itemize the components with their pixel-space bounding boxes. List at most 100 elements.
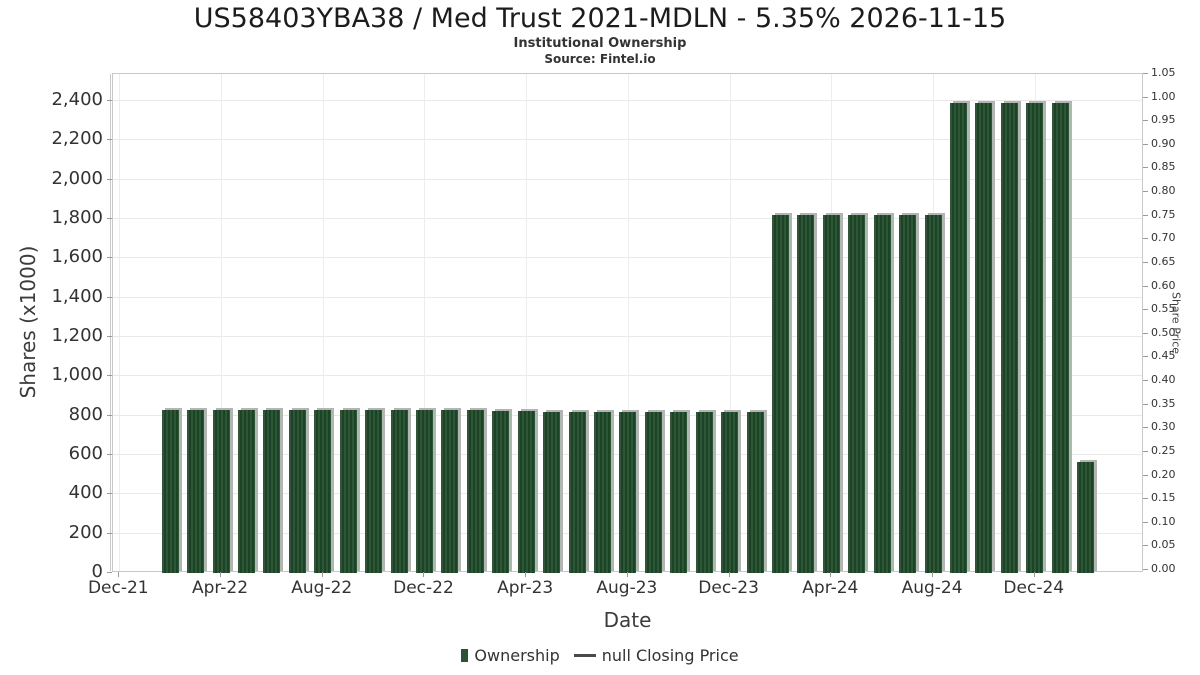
y-right-tick-label: 0.35 xyxy=(1151,396,1176,410)
y-right-tick-label: 0.80 xyxy=(1151,184,1176,198)
bar xyxy=(644,411,662,573)
bar xyxy=(568,411,586,573)
x-tick-mark xyxy=(1033,572,1035,577)
bar xyxy=(492,410,510,573)
y-left-tick-mark xyxy=(107,375,112,377)
legend-dash-marker-icon xyxy=(573,654,596,657)
x-tick-label: Apr-24 xyxy=(802,578,859,598)
bar xyxy=(619,411,637,573)
y-left-tick-mark xyxy=(107,100,112,101)
grid-line-h xyxy=(113,178,1142,180)
x-tick-mark xyxy=(525,572,527,577)
y-right-tick-mark xyxy=(1143,238,1148,240)
bar xyxy=(441,410,459,573)
bar xyxy=(873,215,891,573)
y-right-tick-label: 0.85 xyxy=(1151,160,1176,174)
bar xyxy=(593,411,611,573)
bar xyxy=(1000,102,1018,573)
x-tick-mark xyxy=(830,572,832,577)
bar xyxy=(670,411,688,573)
y-left-tick-label: 2,000 xyxy=(51,167,103,189)
bar xyxy=(314,410,332,573)
chart-subtitle: Institutional Ownership xyxy=(513,36,687,51)
legend-item-null-closing-price[interactable]: null Closing Price xyxy=(573,646,739,665)
y-left-tick-mark xyxy=(107,572,112,573)
bar xyxy=(975,102,993,573)
y-right-tick-label: 0.65 xyxy=(1151,254,1176,268)
y-left-tick-label: 1,000 xyxy=(51,364,103,386)
y-right-tick-label: 1.00 xyxy=(1151,89,1176,103)
x-tick-label: Aug-22 xyxy=(291,578,353,598)
bar xyxy=(797,215,815,573)
bar xyxy=(187,410,205,573)
y-right-tick-mark xyxy=(1143,73,1148,74)
y-left-tick-mark xyxy=(107,178,112,180)
y-right-tick-label: 0.90 xyxy=(1151,136,1176,150)
y-left-tick-label: 1,400 xyxy=(51,285,103,307)
y-left-tick-mark xyxy=(107,493,112,495)
bar xyxy=(746,411,764,573)
y-right-tick-label: 0.60 xyxy=(1151,278,1176,292)
y-left-tick-mark xyxy=(107,257,112,259)
y-right-tick-label: 0.40 xyxy=(1151,373,1176,387)
x-tick-mark xyxy=(932,572,934,577)
legend-item-label: null Closing Price xyxy=(601,646,739,665)
y-right-tick-mark xyxy=(1143,309,1148,311)
y-right-tick-mark xyxy=(1143,474,1148,476)
legend-item-label: Ownership xyxy=(474,646,560,665)
y-left-tick-label: 200 xyxy=(68,521,103,543)
bar xyxy=(161,410,179,573)
y-right-tick-mark xyxy=(1143,191,1148,193)
grid-line-h xyxy=(113,218,1142,219)
grid-line-h xyxy=(113,296,1142,298)
y-left-tick-label: 1,800 xyxy=(51,207,103,228)
y-right-tick-label: 0.95 xyxy=(1151,113,1176,127)
y-left-tick-mark xyxy=(107,139,112,141)
bar xyxy=(517,410,535,573)
y-right-tick-mark xyxy=(1143,521,1148,523)
bar xyxy=(822,215,840,573)
bar xyxy=(263,410,281,573)
y-right-tick-label: 0.25 xyxy=(1151,443,1176,457)
y-right-tick-label: 0.50 xyxy=(1151,325,1176,339)
y-left-tick-mark xyxy=(107,296,112,298)
y-right-tick-mark xyxy=(1143,450,1148,452)
left-axis-line xyxy=(110,74,111,571)
grid-line-h xyxy=(113,139,1142,141)
bar xyxy=(365,410,383,573)
y-left-tick-mark xyxy=(107,218,112,219)
bar xyxy=(924,215,942,573)
bar xyxy=(695,411,713,573)
y-right-tick-mark xyxy=(1143,120,1148,122)
bar xyxy=(466,410,484,573)
y-left-tick-label: 800 xyxy=(68,403,103,425)
plot-area xyxy=(110,73,1143,573)
legend-square-marker-icon xyxy=(461,649,469,662)
x-tick-mark xyxy=(321,572,323,577)
bar xyxy=(339,410,357,573)
grid-line-v xyxy=(729,74,731,571)
y-right-tick-label: 0.20 xyxy=(1151,467,1176,481)
y-right-tick-label: 0.70 xyxy=(1151,231,1176,245)
y-right-tick-mark xyxy=(1143,261,1148,263)
chart-source-label: Source: Fintel.io xyxy=(544,52,656,66)
legend-item-ownership[interactable]: Ownership xyxy=(461,646,560,665)
y-right-tick-label: 0.75 xyxy=(1151,207,1176,221)
chart-title: US58403YBA38 / Med Trust 2021-MDLN - 5.3… xyxy=(193,3,1007,34)
x-tick-label: Dec-21 xyxy=(87,578,149,598)
bar xyxy=(1026,102,1044,573)
y-right-tick-mark xyxy=(1143,285,1148,287)
y-right-tick-label: 0.00 xyxy=(1151,562,1176,575)
x-tick-mark xyxy=(728,572,730,577)
x-tick-mark xyxy=(423,572,425,577)
y-left-tick-mark xyxy=(107,454,112,455)
y-right-tick-mark xyxy=(1143,96,1148,98)
x-tick-mark xyxy=(118,572,120,577)
y-right-tick-label: 1.05 xyxy=(1151,66,1176,79)
x-tick-label: Aug-23 xyxy=(596,578,658,598)
y-right-tick-label: 0.30 xyxy=(1151,420,1176,434)
grid-line-h xyxy=(113,100,1142,101)
x-tick-mark xyxy=(626,572,628,577)
bar xyxy=(390,410,408,573)
